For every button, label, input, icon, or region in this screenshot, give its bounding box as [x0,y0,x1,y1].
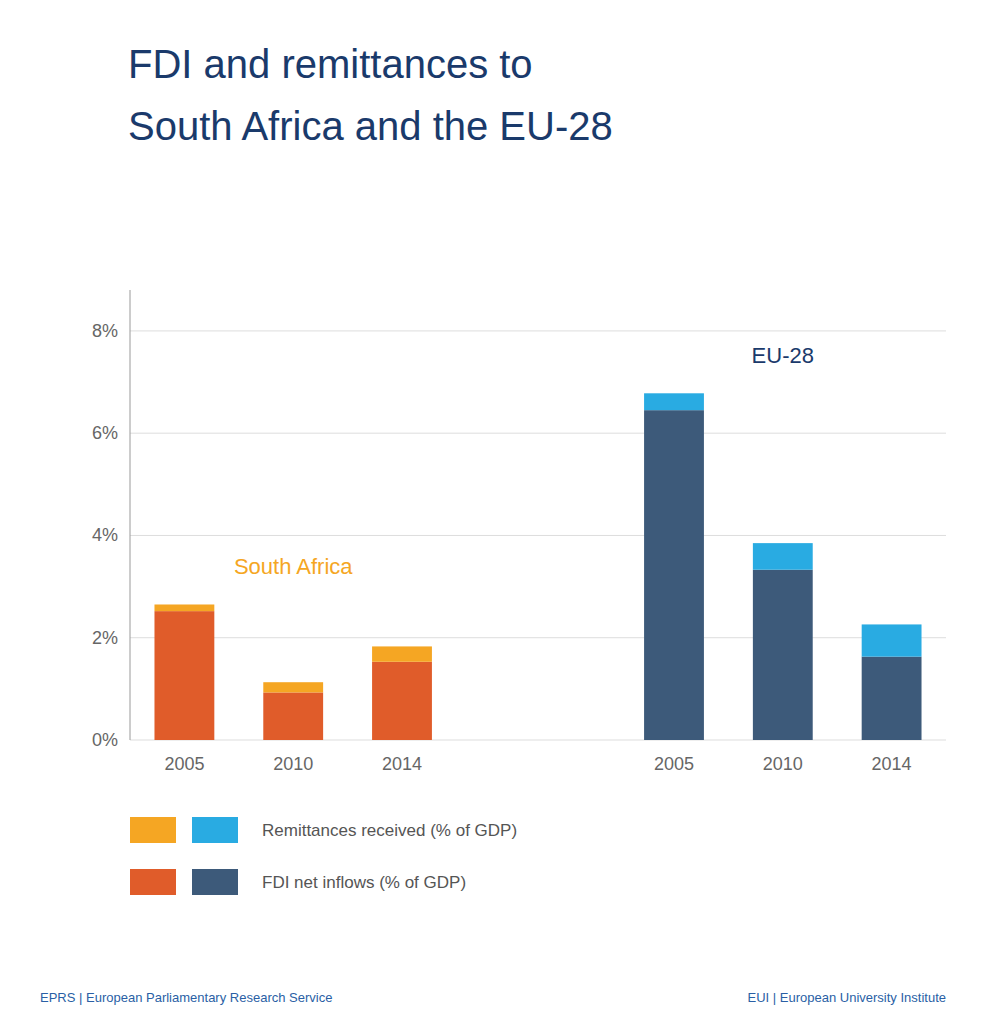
bars [154,393,921,740]
group-label: South Africa [234,554,353,579]
grid-line [130,330,946,331]
legend-label: Remittances received (% of GDP) [262,821,517,840]
legend-swatch [192,869,238,895]
bar-segment [753,570,813,740]
title: FDI and remittances to [128,42,533,86]
legend-label: FDI net inflows (% of GDP) [262,873,466,892]
footer: EUI | European University Institute [748,990,946,1005]
bar-segment [154,604,214,611]
x-tick-label: 2014 [382,754,422,774]
legend-swatch [192,817,238,843]
bar-segment [862,657,922,740]
legend-swatch [130,869,176,895]
grid-line [130,740,946,741]
bar-segment [644,410,704,740]
x-tick-label: 2014 [872,754,912,774]
legend-swatch [130,817,176,843]
bar-segment [154,611,214,740]
grid-line [130,535,946,536]
x-tick-label: 2010 [273,754,313,774]
bar-segment [862,624,922,656]
y-axis-line [130,290,131,740]
x-tick-label: 2010 [763,754,803,774]
legend: Remittances received (% of GDP) FDI net i… [130,817,517,895]
y-tick-label: 2% [92,628,118,648]
y-tick-label: 4% [92,525,118,545]
grid [130,331,946,740]
x-tick-label: 2005 [164,754,204,774]
bar-segment [372,646,432,661]
grid-line [130,433,946,434]
subtitle: South Africa and the EU-28 [128,104,613,148]
chart: FDI and remittances to South Africa and t… [0,0,986,1024]
bar-segment [753,543,813,570]
grid-line [130,637,946,638]
y-tick-label: 6% [92,423,118,443]
group-label: EU-28 [752,343,814,368]
y-tick-label: 0% [92,730,118,750]
bar-segment [263,692,323,740]
footer: EPRS | European Parliamentary Research S… [40,990,332,1005]
bar-segment [372,662,432,740]
y-tick-label: 8% [92,321,118,341]
bar-segment [263,682,323,692]
x-tick-label: 2005 [654,754,694,774]
bar-segment [644,393,704,410]
